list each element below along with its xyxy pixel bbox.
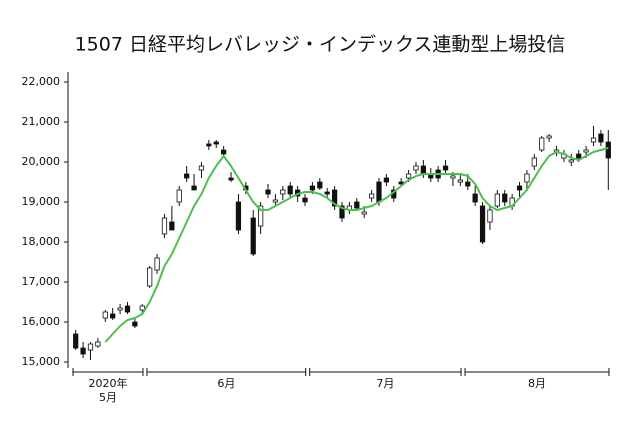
candle-body	[450, 175, 456, 179]
candle-body	[80, 347, 86, 355]
x-group-label: 2020年 5月	[88, 376, 127, 404]
candle-body	[191, 185, 197, 191]
candle-body	[132, 321, 138, 327]
y-tick-label: 21,000	[22, 115, 61, 128]
candle-body	[272, 199, 279, 203]
y-tick-label: 17,000	[22, 275, 61, 288]
candle-body	[147, 267, 153, 287]
candle-body	[228, 177, 234, 181]
candle-body	[413, 165, 419, 171]
candle-body	[376, 181, 382, 203]
y-tick-label: 18,000	[22, 235, 61, 248]
candle-body	[383, 177, 390, 183]
candle-body	[442, 165, 449, 171]
candle-body	[235, 201, 242, 231]
candle-body	[95, 341, 101, 347]
candle-body	[590, 137, 597, 143]
chart-title: 1507 日経平均レバレッジ・インデックス連動型上場投信	[75, 34, 566, 56]
candle-body	[524, 173, 530, 183]
candle-body	[605, 141, 611, 159]
candle-body	[531, 157, 537, 167]
candle-body	[73, 333, 79, 349]
candle-body	[221, 149, 227, 155]
candle-body	[487, 209, 493, 223]
x-group-label: 8月	[528, 377, 546, 390]
candle-body	[287, 185, 293, 195]
candle-body	[502, 193, 508, 203]
candle-body	[472, 193, 478, 203]
candle-body	[184, 173, 190, 179]
candle-body	[139, 305, 145, 311]
candle-body	[576, 153, 582, 159]
candle-body	[176, 189, 182, 203]
candle-body	[494, 193, 500, 207]
candle-body	[354, 201, 360, 209]
candle-body	[169, 221, 175, 231]
candle-body	[331, 189, 338, 207]
candle-body	[598, 133, 604, 143]
candle-body	[539, 137, 545, 151]
x-group-label: 7月	[376, 377, 394, 390]
candle-body	[405, 173, 412, 179]
moving-average-line	[104, 147, 609, 343]
candle-body	[206, 143, 212, 147]
candle-body	[110, 313, 116, 319]
candle-body	[265, 189, 271, 195]
candle-body	[309, 185, 316, 191]
y-tick-label: 20,000	[22, 155, 61, 168]
candle-body	[213, 141, 219, 145]
candle-body	[420, 165, 426, 175]
candle-body	[161, 217, 168, 235]
candle-body	[250, 217, 256, 255]
y-tick-label: 19,000	[22, 195, 61, 208]
candle-body	[124, 305, 131, 313]
candle-body	[546, 135, 552, 139]
candle-body	[117, 307, 123, 311]
y-tick-label: 16,000	[22, 315, 61, 328]
candle-body	[302, 197, 308, 203]
candle-body	[457, 179, 463, 183]
candle-body	[516, 185, 523, 191]
candle-body	[258, 205, 264, 227]
candle-body	[198, 165, 205, 171]
candle-body	[154, 257, 160, 271]
candle-body	[102, 311, 108, 319]
x-group-label: 6月	[217, 377, 235, 390]
candle-body	[479, 205, 486, 243]
candle-body	[583, 149, 589, 153]
candle-body	[339, 205, 345, 219]
y-tick-label: 15,000	[22, 355, 61, 368]
y-tick-label: 22,000	[22, 75, 61, 88]
candle-body	[280, 189, 286, 195]
candle-body	[317, 181, 323, 189]
candle-body	[361, 211, 367, 215]
candle-body	[465, 181, 471, 187]
candle-body	[87, 343, 94, 351]
candle-body	[368, 193, 375, 199]
candle-body	[568, 159, 574, 163]
candle-body	[324, 191, 330, 195]
